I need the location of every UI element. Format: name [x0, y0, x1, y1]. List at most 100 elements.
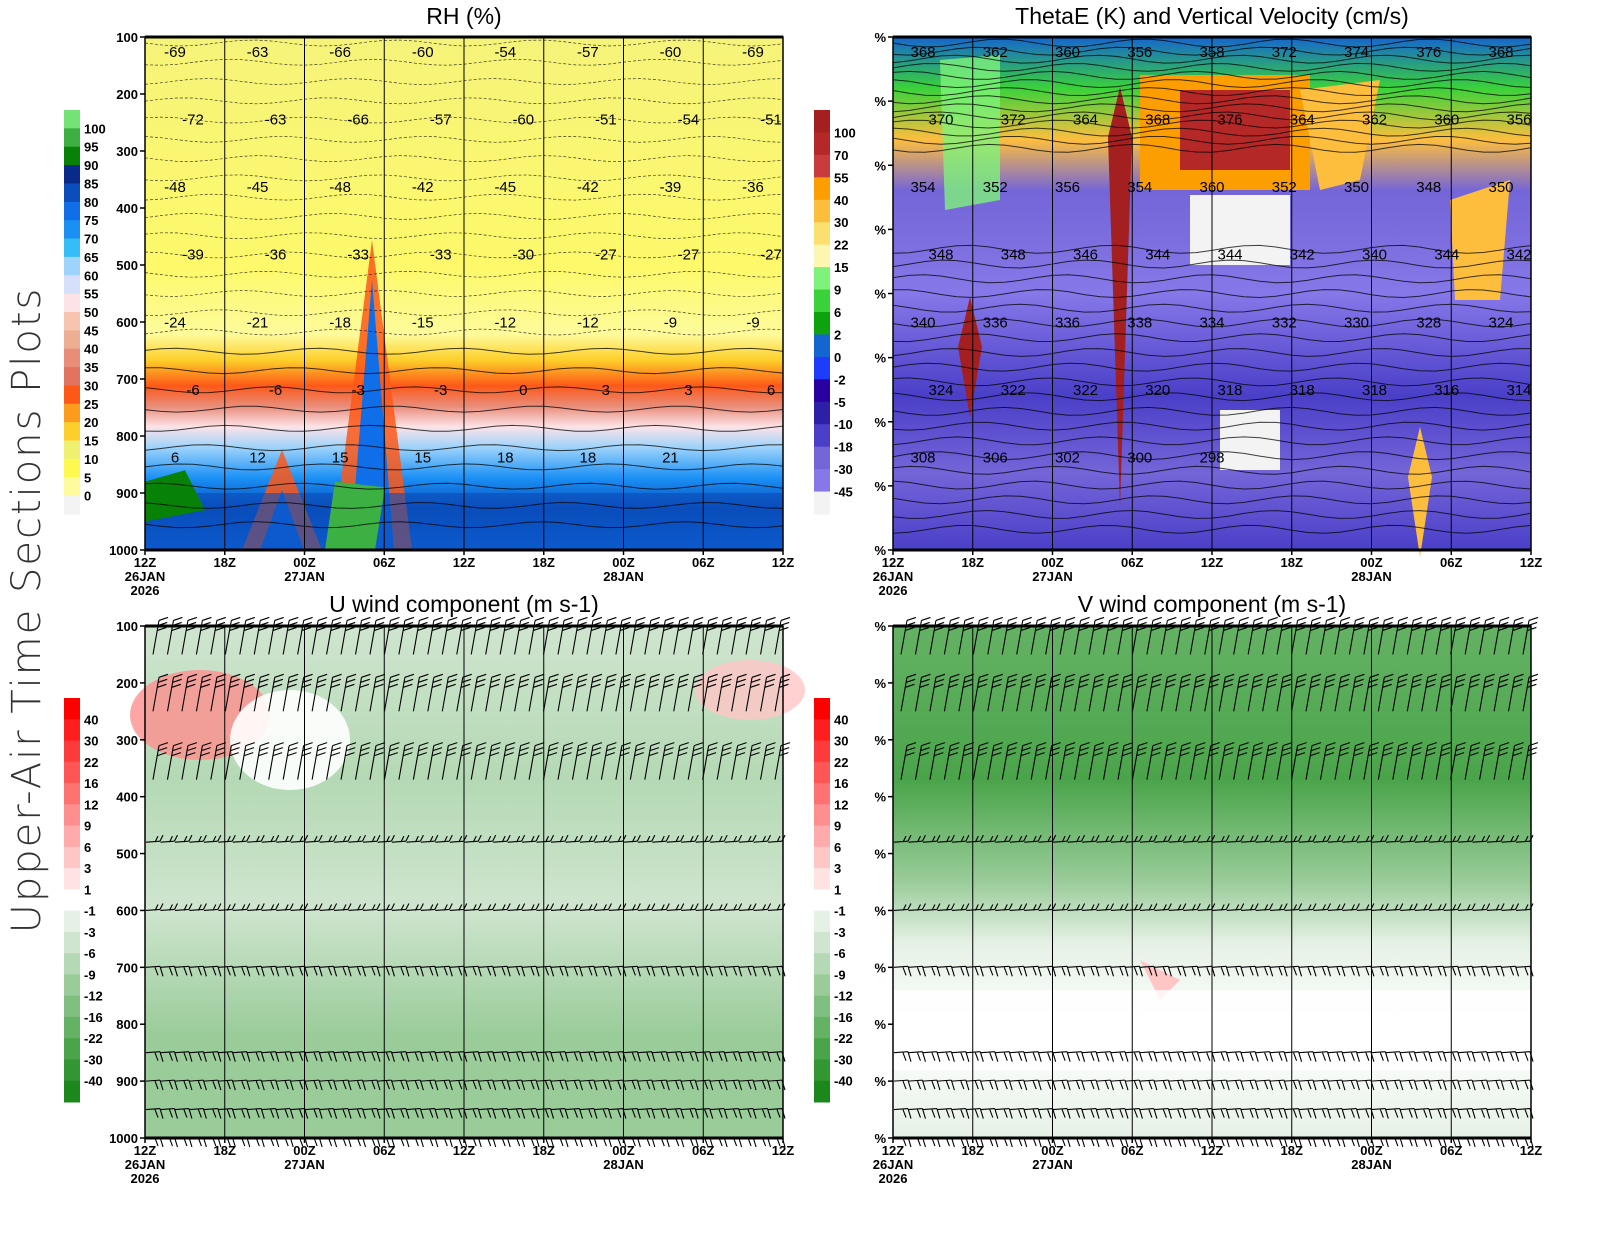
wind-barb-staff	[420, 1051, 435, 1054]
wind-barb	[1348, 742, 1365, 780]
thetae-colorbar-swatch	[814, 469, 830, 493]
wind-barb	[290, 1108, 309, 1119]
wind-barb-feather	[159, 1079, 164, 1091]
wind-barb-feather	[429, 1052, 434, 1061]
wind-barb	[203, 1108, 222, 1119]
wind-barb-feather	[385, 967, 390, 976]
wind-barb-feather	[646, 1109, 651, 1118]
wind-barb-feather	[1003, 835, 1008, 843]
wind-barb	[1421, 742, 1437, 780]
wind-barb-feather	[704, 1080, 709, 1090]
uwind-calm-area	[230, 690, 350, 790]
wind-barb	[203, 834, 222, 843]
uwind-colorbar-label: 22	[84, 755, 98, 770]
thetae-colorbar-swatch	[814, 199, 830, 223]
wind-barb-feather	[1119, 1080, 1124, 1090]
wind-barb	[232, 965, 251, 977]
wind-barb	[362, 1079, 381, 1091]
wind-barb	[1255, 903, 1274, 911]
wind-barb-feather	[534, 673, 545, 678]
wind-barb-feather	[375, 616, 386, 621]
vwind-colorbar-swatch	[814, 740, 830, 763]
contour-label: 15	[332, 449, 349, 466]
wind-barb-feather	[202, 673, 212, 678]
wind-barb-feather	[1394, 835, 1399, 843]
contour-label: 374	[1344, 44, 1369, 61]
wind-barb-feather	[752, 1136, 757, 1148]
wind-barb	[311, 673, 328, 712]
y-tick-label: %	[874, 619, 886, 634]
wind-barb	[319, 1079, 338, 1091]
wind-barb-staff	[377, 840, 392, 843]
wind-barb-feather	[371, 1137, 376, 1147]
wind-barb-staff	[1400, 908, 1415, 911]
wind-barb-feather	[1355, 834, 1360, 842]
wind-barb-feather	[1428, 1079, 1433, 1091]
y-tick-label: 400	[116, 790, 138, 805]
wind-barb	[536, 965, 555, 977]
wind-barb-staff	[908, 1079, 923, 1082]
wind-barb-feather	[1310, 683, 1320, 688]
wind-barb-feather	[1324, 626, 1335, 631]
wind-barb-feather	[721, 626, 731, 631]
wind-barb-feather	[516, 835, 521, 843]
wind-barb-staff	[767, 1079, 783, 1082]
wind-barb-staff	[522, 840, 537, 843]
wind-barb-feather	[304, 1108, 309, 1119]
contour-line	[144, 116, 784, 124]
wind-barb	[695, 1051, 714, 1062]
wind-barb-feather	[1152, 673, 1163, 678]
wind-barb-feather	[1486, 1051, 1491, 1062]
wind-barb-feather	[371, 967, 376, 976]
wind-barb-feather	[202, 616, 212, 621]
wind-barb-feather	[1138, 1108, 1143, 1119]
wind-barb-staff	[1363, 677, 1371, 712]
wind-barb-staff	[203, 965, 218, 968]
wind-barb-staff	[276, 840, 291, 843]
wind-barb-staff	[1487, 1051, 1502, 1054]
wind-barb-feather	[907, 1136, 912, 1148]
contour-line	[144, 501, 784, 509]
wind-barb-feather	[1076, 1052, 1081, 1061]
wind-barb	[908, 1108, 926, 1119]
wind-barb-staff	[427, 620, 435, 655]
wind-barb	[449, 1079, 468, 1091]
wind-barb-staff	[1016, 677, 1024, 712]
wind-barb-feather	[371, 835, 376, 843]
wind-barb-staff	[1053, 1108, 1068, 1111]
contour-line	[892, 303, 1532, 313]
wind-barb-feather	[1109, 1079, 1115, 1091]
wind-barb-staff	[348, 965, 363, 968]
wind-barb-feather	[989, 835, 994, 843]
wind-barb-staff	[420, 965, 435, 968]
wind-barb-feather	[576, 683, 587, 688]
wind-barb	[1385, 1051, 1404, 1062]
wind-barb-staff	[623, 908, 638, 911]
wind-barb-staff	[1270, 1108, 1285, 1111]
wind-barb-feather	[446, 626, 456, 631]
wind-barb	[1319, 673, 1336, 712]
wind-barb-feather	[458, 1109, 463, 1118]
contour-label: 342	[1506, 247, 1531, 264]
wind-barb-feather	[1181, 742, 1192, 747]
wind-barb-feather	[960, 1052, 965, 1061]
wind-barb-feather	[535, 1051, 540, 1062]
wind-barb-staff	[980, 1108, 995, 1111]
wind-barb-feather	[978, 678, 988, 683]
wind-barb-feather	[1006, 752, 1016, 757]
wind-barb-feather	[304, 834, 309, 842]
wind-barb-staff	[1458, 1108, 1473, 1111]
wind-barb-feather	[347, 1108, 352, 1119]
wind-barb-feather	[920, 678, 930, 683]
wind-barb-feather	[950, 1051, 955, 1062]
contour-label: 342	[1290, 247, 1315, 264]
wind-barb-feather	[931, 904, 936, 911]
wind-barb-feather	[1486, 966, 1491, 977]
contour-label: 350	[1344, 179, 1369, 196]
wind-barb	[218, 1079, 236, 1091]
wind-barb	[1305, 616, 1322, 655]
wind-barb-feather	[1529, 834, 1534, 842]
wind-barb	[908, 1051, 926, 1062]
wind-barb-staff	[1400, 1079, 1415, 1082]
wind-barb-feather	[907, 903, 912, 910]
